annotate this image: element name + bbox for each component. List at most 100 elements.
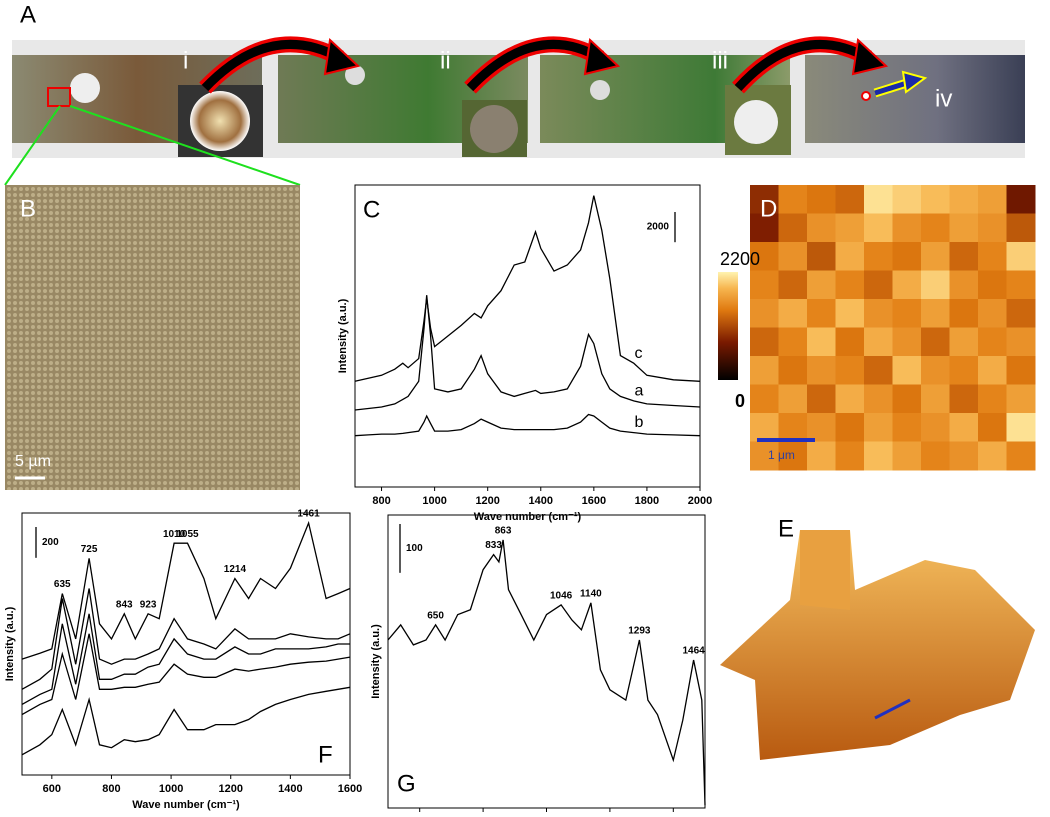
panel-label: F xyxy=(318,741,333,768)
heat-cell xyxy=(949,384,979,414)
heat-cell xyxy=(978,185,1007,214)
scale-bar xyxy=(874,698,911,720)
arrow xyxy=(734,39,871,92)
arrow xyxy=(466,39,603,92)
photo-label: iii xyxy=(712,47,728,74)
heat-cell xyxy=(978,242,1007,271)
heat-cell xyxy=(949,356,979,385)
series-label: b xyxy=(634,414,643,431)
spectrum-line xyxy=(21,588,351,690)
x-axis-label: Wave number (cm⁻¹) xyxy=(474,511,582,523)
spectrum-line xyxy=(354,413,701,437)
heat-cell xyxy=(978,299,1007,328)
heat-cell xyxy=(835,356,865,385)
x-tick-label: 1200 xyxy=(218,783,242,795)
peak-label: 725 xyxy=(81,544,98,555)
heat-cell xyxy=(807,185,836,214)
x-tick-label: 800 xyxy=(474,816,492,817)
heat-cell xyxy=(1006,384,1036,414)
heat-cell xyxy=(750,327,779,357)
heat-cell xyxy=(835,413,865,442)
x-tick-label: 1000 xyxy=(534,816,558,817)
surface-peak xyxy=(800,530,850,610)
heat-cell xyxy=(921,242,950,271)
peak-label: 650 xyxy=(427,611,444,622)
arrows xyxy=(199,36,872,94)
heat-cell xyxy=(978,441,1007,471)
heat-cell xyxy=(1006,327,1036,357)
heat-cell xyxy=(778,299,808,328)
heat-cell xyxy=(1006,242,1036,271)
peak-label: 1055 xyxy=(176,529,199,540)
peak-label: 1464 xyxy=(682,646,705,657)
scale-label: 5 µm xyxy=(15,453,51,470)
heat-cell xyxy=(778,185,808,214)
arrow-head xyxy=(323,37,361,76)
droplet xyxy=(470,105,518,153)
x-tick-label: 1400 xyxy=(278,783,302,795)
peak-label: 1046 xyxy=(550,590,573,601)
heat-cell xyxy=(921,270,950,300)
heat-cell xyxy=(778,441,808,471)
heat-cell xyxy=(807,413,836,442)
heat-cell xyxy=(949,413,979,442)
peak-label: 1214 xyxy=(224,564,247,575)
heat-cell xyxy=(921,384,950,414)
heat-cell xyxy=(892,384,922,414)
heat-cell xyxy=(1006,441,1036,471)
arrow-head xyxy=(851,37,889,76)
pointer-head xyxy=(901,70,928,94)
heat-cell xyxy=(864,413,893,442)
surface-3d xyxy=(720,530,1035,760)
heat-cell xyxy=(835,213,865,243)
heat-cell xyxy=(778,270,808,300)
heat-cell xyxy=(949,299,979,328)
heat-cell xyxy=(1006,413,1036,442)
heat-cell xyxy=(1006,185,1036,214)
heat-cell xyxy=(892,413,922,442)
peak-label: 923 xyxy=(140,599,157,610)
spectrum-line xyxy=(21,633,351,716)
heat-cell xyxy=(807,384,836,414)
heat-cell xyxy=(778,213,808,243)
heat-cell xyxy=(892,242,922,271)
peak-label: 1140 xyxy=(580,589,602,600)
x-tick-label: 1400 xyxy=(661,816,685,817)
heatmap xyxy=(750,185,1036,471)
heat-cell xyxy=(921,213,950,243)
x-tick-label: 600 xyxy=(43,783,61,795)
plot-frame xyxy=(387,514,706,809)
plot-frame xyxy=(354,184,701,488)
heat-cell xyxy=(978,384,1007,414)
heat-cell xyxy=(750,213,779,243)
heat-cell xyxy=(835,185,865,214)
series-label: a xyxy=(634,382,643,399)
panel-label: A xyxy=(20,1,36,28)
heat-cell xyxy=(949,441,979,471)
heat-cell xyxy=(750,185,779,214)
photo-strip: i ii iii iv xyxy=(4,36,1025,186)
colorbar-tick: 0 xyxy=(735,391,745,411)
peak-label: 635 xyxy=(54,579,71,590)
heat-cell xyxy=(864,299,893,328)
droplet xyxy=(734,100,778,144)
photo-label: i xyxy=(183,47,188,74)
heat-cell xyxy=(978,270,1007,300)
heat-cell xyxy=(921,327,950,357)
heat-cell xyxy=(949,185,979,214)
heat-cell xyxy=(807,213,836,243)
heat-cell xyxy=(864,356,893,385)
x-tick-label: 1600 xyxy=(338,783,362,795)
heat-cell xyxy=(921,413,950,442)
heat-cell xyxy=(1006,270,1036,300)
heat-cell xyxy=(921,356,950,385)
droplet xyxy=(190,91,250,151)
panel-label: D xyxy=(760,195,777,222)
heat-cell xyxy=(807,356,836,385)
panel-label: B xyxy=(20,195,36,222)
heat-cell xyxy=(778,356,808,385)
zoom-lines xyxy=(4,105,301,186)
photo-label: iv xyxy=(935,85,952,112)
heat-cell xyxy=(1006,356,1036,385)
